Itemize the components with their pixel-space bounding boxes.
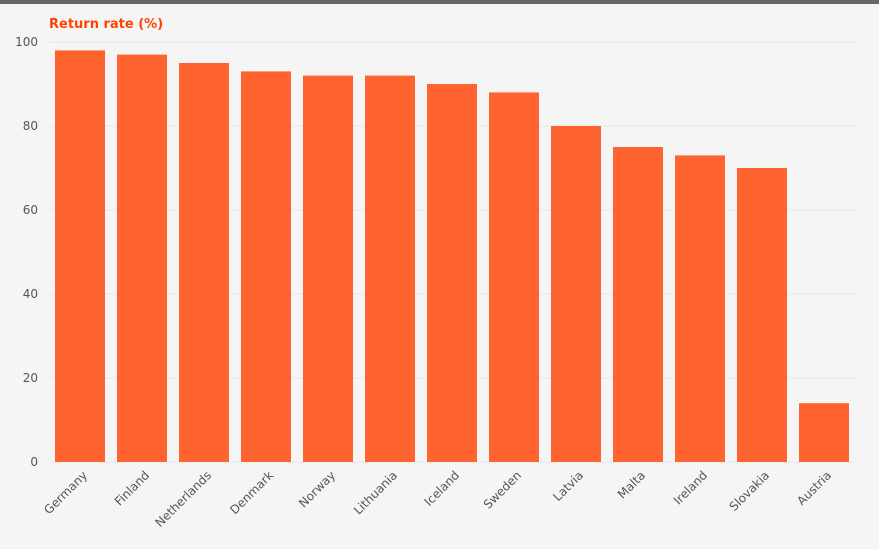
y-tick-label: 20 (23, 371, 38, 385)
bar-slovakia (737, 168, 787, 462)
y-tick-label: 80 (23, 119, 38, 133)
bar-germany (55, 50, 105, 463)
x-tick-label: Netherlands (152, 468, 214, 530)
bar-ireland (675, 155, 725, 462)
y-axis-title: Return rate (%) (49, 17, 163, 32)
bar-latvia (551, 126, 601, 462)
x-tick-label: Lithuania (351, 468, 400, 517)
bar-sweden (489, 92, 539, 463)
bar-malta (613, 147, 663, 462)
bar-finland (117, 54, 167, 462)
x-tick-label: Sweden (481, 468, 524, 511)
bar-denmark (241, 71, 291, 463)
bar-austria (799, 403, 849, 462)
x-tick-label: Norway (296, 468, 338, 510)
y-tick-label: 60 (23, 203, 38, 217)
y-axis-ticks: 0 20 40 60 80 100 (15, 35, 38, 469)
y-tick-label: 0 (30, 455, 38, 469)
y-tick-label: 100 (15, 35, 38, 49)
top-border (0, 0, 879, 4)
x-tick-label: Austria (794, 468, 834, 508)
x-axis-ticks: Germany Finland Netherlands Denmark Norway Li… (41, 468, 834, 530)
bar-norway (303, 75, 353, 462)
x-tick-label: Finland (112, 468, 152, 508)
x-tick-label: Germany (41, 468, 90, 517)
x-tick-label: Ireland (671, 468, 710, 507)
x-tick-label: Malta (615, 468, 648, 501)
bar-lithuania (365, 75, 415, 462)
x-tick-label: Denmark (227, 468, 276, 517)
x-tick-label: Slovakia (727, 468, 773, 514)
bar-iceland (427, 84, 477, 462)
y-tick-label: 40 (23, 287, 38, 301)
x-tick-label: Iceland (422, 468, 463, 509)
x-tick-label: Latvia (550, 468, 586, 504)
bar-netherlands (179, 63, 229, 462)
bars (55, 50, 849, 463)
